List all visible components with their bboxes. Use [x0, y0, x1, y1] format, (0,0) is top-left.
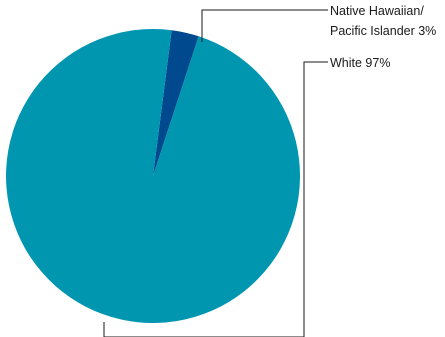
slice-label-white-line-1: White 97% — [330, 56, 390, 70]
leader-lines — [103, 9, 328, 337]
slice-label-white: White 97% — [330, 56, 390, 70]
slice-label-native-hawaiian-line-1: Native Hawaiian/ — [330, 4, 424, 18]
pie-slices — [6, 29, 301, 323]
leader-line-white — [103, 61, 328, 337]
slice-label-native-hawaiian: Native Hawaiian/ Pacific Islander 3% — [330, 4, 436, 38]
slice-label-native-hawaiian-line-2: Pacific Islander 3% — [330, 24, 436, 38]
leader-line-native-hawaiian — [201, 9, 328, 42]
pie-slice-white — [6, 29, 301, 323]
pie-slice-native-hawaiian — [153, 30, 199, 176]
